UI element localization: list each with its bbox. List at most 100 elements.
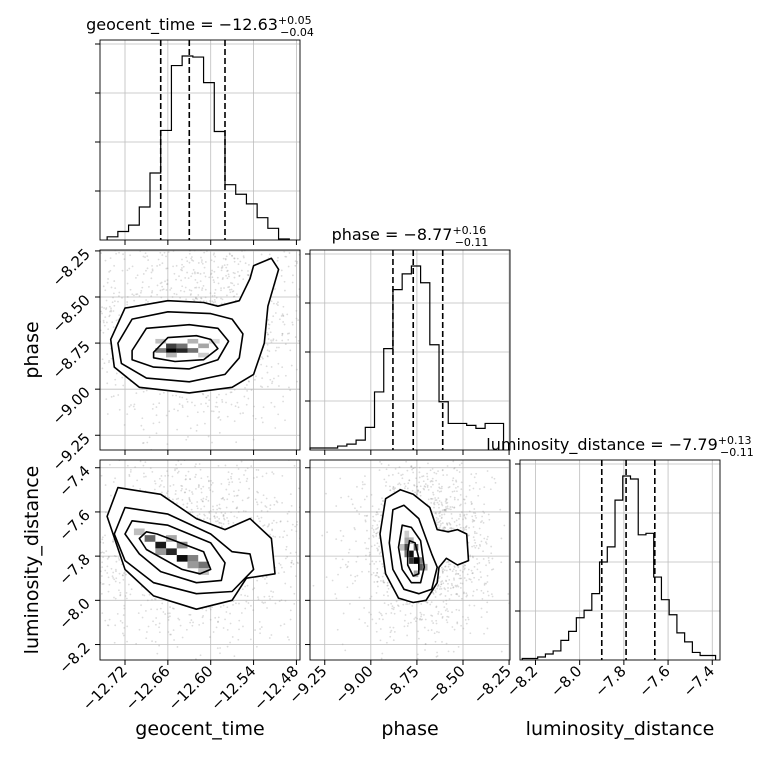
scatter-point: [469, 632, 472, 635]
density-cell: [155, 338, 167, 344]
scatter-point: [264, 578, 266, 580]
scatter-point: [420, 603, 423, 605]
scatter-point: [304, 333, 306, 335]
scatter-point: [295, 530, 298, 533]
scatter-point: [284, 419, 286, 422]
x-tick-label: −8.75: [378, 662, 423, 707]
scatter-point: [325, 576, 328, 579]
scatter-point: [416, 653, 419, 656]
scatter-point: [155, 414, 158, 417]
scatter-point: [189, 500, 192, 503]
scatter-point: [401, 473, 404, 476]
density-cell: [187, 338, 199, 344]
scatter-point: [220, 302, 223, 305]
scatter-point: [156, 265, 159, 267]
scatter-point: [54, 475, 56, 477]
scatter-point: [457, 694, 459, 696]
panel-background: [310, 250, 510, 450]
density-cell: [155, 541, 167, 549]
scatter-point: [167, 616, 170, 619]
scatter-point: [237, 489, 240, 492]
scatter-point: [114, 597, 117, 600]
scatter-point: [213, 515, 216, 518]
scatter-point: [215, 296, 218, 299]
scatter-point: [220, 497, 223, 500]
density-cell: [155, 348, 167, 353]
scatter-point: [185, 506, 188, 509]
scatter-point: [184, 450, 186, 452]
scatter-point: [449, 568, 451, 571]
scatter-point: [53, 548, 55, 550]
scatter-point: [159, 484, 162, 486]
density-cell: [422, 563, 428, 571]
scatter-point: [255, 468, 258, 471]
scatter-point: [126, 269, 129, 272]
scatter-point: [480, 616, 483, 619]
scatter-point: [289, 609, 292, 612]
scatter-point: [117, 557, 120, 559]
histogram-bin: [365, 427, 374, 450]
scatter-point: [308, 288, 310, 290]
scatter-point: [104, 289, 107, 292]
scatter-point: [474, 532, 476, 535]
scatter-point: [153, 598, 156, 600]
scatter-point: [439, 519, 442, 522]
scatter-point: [459, 577, 462, 580]
scatter-point: [426, 478, 429, 481]
scatter-point: [298, 487, 300, 490]
scatter-point: [421, 475, 423, 478]
scatter-point: [220, 297, 222, 300]
scatter-point: [189, 478, 191, 480]
scatter-point: [178, 403, 181, 405]
scatter-point: [365, 554, 367, 557]
scatter-point: [486, 535, 489, 538]
scatter-point: [92, 439, 94, 441]
scatter-point: [223, 517, 225, 520]
scatter-point: [17, 511, 19, 513]
scatter-point: [453, 496, 456, 499]
scatter-point: [503, 524, 506, 527]
scatter-point: [222, 523, 225, 525]
scatter-point: [472, 487, 475, 490]
scatter-point: [406, 625, 409, 627]
histogram-bin: [236, 194, 247, 240]
scatter-point: [290, 529, 293, 531]
scatter-point: [101, 561, 104, 564]
panel-frame: [99, 39, 301, 241]
scatter-point: [476, 588, 478, 591]
density-cell: [413, 570, 419, 578]
scatter-point: [271, 380, 274, 383]
scatter-point: [418, 618, 421, 621]
scatter-point: [182, 503, 185, 506]
scatter-point: [429, 469, 432, 472]
scatter-point: [209, 510, 212, 513]
scatter-point: [236, 257, 239, 260]
scatter-point: [217, 621, 219, 623]
scatter-point: [436, 630, 438, 633]
scatter-point: [469, 578, 472, 581]
scatter-point: [433, 501, 436, 504]
scatter-point: [142, 442, 144, 444]
scatter-point: [457, 498, 459, 501]
scatter-point: [238, 274, 241, 277]
scatter-point: [487, 594, 490, 597]
scatter-point: [485, 564, 487, 567]
scatter-point: [231, 282, 234, 285]
scatter-point: [339, 566, 342, 569]
scatter-point: [260, 501, 263, 504]
scatter-point: [400, 474, 403, 477]
scatter-point: [221, 278, 224, 280]
scatter-point: [444, 565, 447, 568]
scatter-point: [244, 262, 247, 265]
title-plus-error: +0.05: [278, 14, 312, 27]
scatter-point: [455, 585, 458, 588]
scatter-point: [260, 253, 263, 256]
scatter-point: [185, 478, 187, 480]
scatter-point: [277, 256, 279, 259]
scatter-point: [43, 268, 45, 270]
scatter-point: [84, 537, 86, 539]
scatter-point: [203, 266, 206, 269]
scatter-point: [441, 572, 444, 574]
scatter-point: [174, 493, 177, 495]
scatter-point: [206, 245, 208, 247]
